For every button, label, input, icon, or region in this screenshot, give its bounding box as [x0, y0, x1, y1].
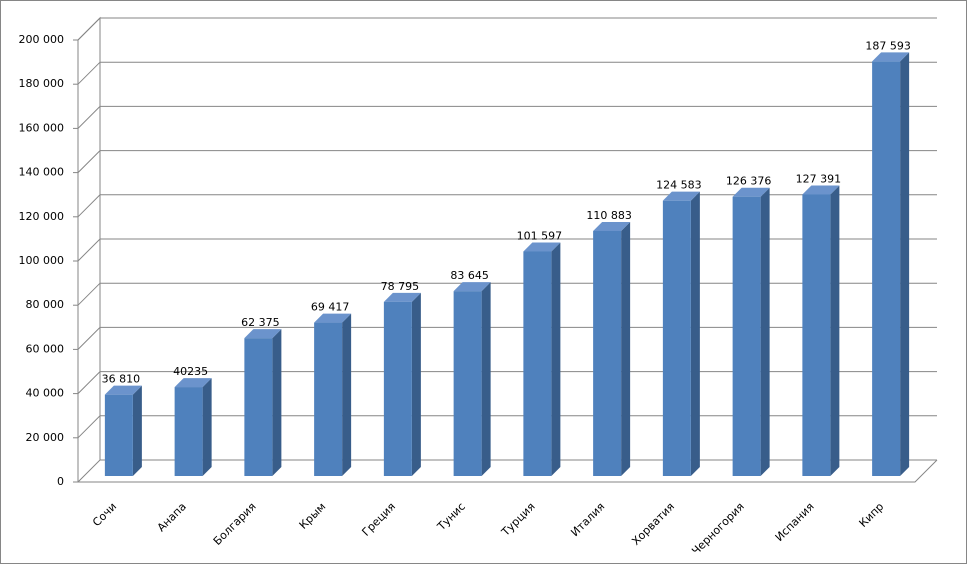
- bar-side: [760, 187, 770, 476]
- y-tick-label: 80 000: [26, 298, 65, 311]
- y-tick-label: 60 000: [26, 342, 65, 355]
- floor: [78, 459, 938, 483]
- bar: [314, 322, 343, 476]
- y-tick-label: 100 000: [19, 254, 65, 267]
- bar-top: [802, 185, 840, 195]
- bar-top: [453, 282, 491, 292]
- bar-top: [732, 187, 770, 197]
- bar-top: [593, 221, 631, 231]
- bar-top: [662, 191, 700, 201]
- grid-line: [77, 238, 937, 262]
- grid-line: [77, 326, 937, 350]
- y-tick-label: 160 000: [19, 121, 65, 134]
- data-label: 124 583: [656, 179, 702, 192]
- grid-line: [77, 415, 937, 439]
- bar: [104, 394, 133, 476]
- data-label: 83 645: [450, 269, 489, 282]
- y-tick-label: 140 000: [19, 166, 65, 179]
- grid-line: [77, 282, 937, 306]
- grid-line: [77, 150, 937, 173]
- y-tick-label: 120 000: [19, 210, 65, 223]
- y-tick-label: 180 000: [19, 77, 65, 90]
- data-label: 40235: [173, 365, 208, 378]
- bar: [383, 301, 412, 476]
- bar: [593, 230, 622, 476]
- bar: [453, 291, 482, 476]
- y-tick-label: 20 000: [26, 431, 65, 444]
- grid-line: [77, 61, 937, 85]
- bar-top: [872, 52, 910, 62]
- y-tick-label: 200 000: [19, 33, 65, 46]
- bar-side: [132, 385, 142, 476]
- grid-line: [77, 371, 937, 394]
- bar: [244, 338, 273, 476]
- data-label: 127 391: [796, 172, 842, 185]
- data-label: 101 597: [517, 229, 563, 242]
- bar-top: [523, 242, 561, 252]
- bar-side: [342, 313, 352, 476]
- data-label: 69 417: [311, 301, 350, 314]
- bar: [174, 387, 203, 476]
- bar-side: [202, 378, 212, 476]
- data-label: 62 375: [241, 316, 280, 329]
- grid-line: [77, 17, 937, 41]
- bar-top: [383, 292, 421, 302]
- bar: [802, 194, 831, 477]
- bar: [662, 200, 691, 476]
- bar: [523, 251, 552, 476]
- data-label: 36 810: [102, 373, 141, 386]
- bar-top: [174, 378, 212, 388]
- grid-line: [77, 194, 937, 218]
- bar-side: [830, 185, 840, 477]
- data-label: 110 883: [586, 209, 632, 222]
- bar-side: [411, 292, 421, 476]
- data-label: 126 376: [726, 175, 772, 188]
- y-tick-label: 0: [57, 475, 64, 488]
- data-label: 78 795: [381, 280, 420, 293]
- grid-line: [77, 105, 937, 129]
- bar-side: [272, 329, 282, 476]
- bar-top: [104, 385, 142, 395]
- bar-side: [690, 191, 700, 476]
- bar-side: [481, 282, 491, 476]
- data-label: 187 593: [865, 39, 911, 52]
- y-tick-label: 40 000: [26, 387, 65, 400]
- bar: [732, 196, 761, 476]
- bar-top: [314, 313, 352, 323]
- bar-side: [900, 52, 910, 477]
- bar-side: [621, 221, 631, 476]
- bar-side: [551, 242, 561, 476]
- bar-top: [244, 329, 282, 339]
- grid-line: [77, 459, 937, 483]
- bar: [872, 61, 901, 477]
